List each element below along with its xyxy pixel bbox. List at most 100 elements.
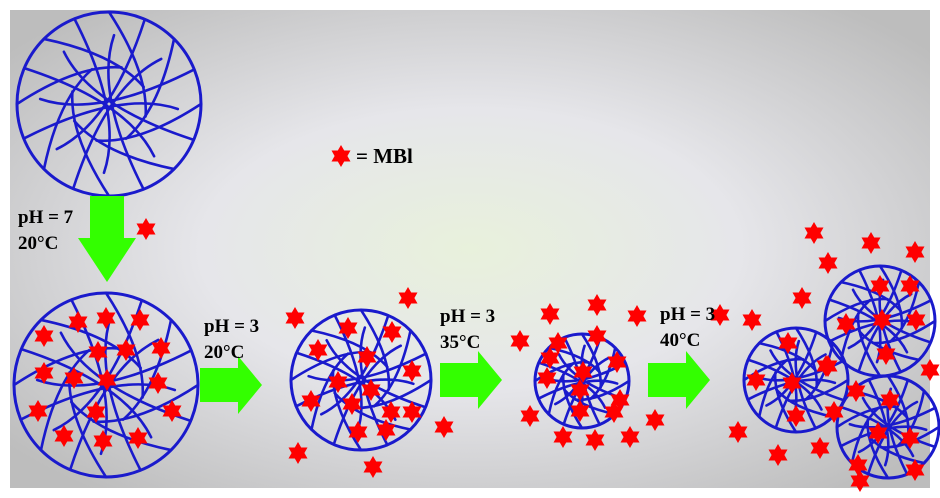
mbl-star-icon: [742, 309, 762, 331]
mbl-star-icon: [870, 275, 890, 297]
mbl-star-icon: [68, 311, 88, 333]
mbl-star-icon: [93, 430, 113, 452]
mbl-star-icon: [604, 401, 624, 423]
step3-ph-label: pH = 3: [440, 306, 496, 327]
mbl-star-icon: [824, 401, 844, 423]
step2-ph-label: pH = 3: [204, 316, 260, 337]
mbl-star-icon: [285, 307, 305, 329]
mbl-star-icon: [34, 362, 54, 384]
step4-ph-label: pH = 3: [660, 304, 716, 325]
mbl-star-icon: [553, 426, 573, 448]
mbl-star-icon: [537, 367, 557, 389]
mbl-star-icon: [906, 309, 926, 331]
mbl-star-icon: [880, 389, 900, 411]
mbl-star-icon: [920, 359, 940, 381]
mbl-star-icon: [88, 341, 108, 363]
mbl-star-icon: [136, 218, 156, 240]
mbl-star-icon: [905, 459, 925, 481]
mbl-star-icon: [782, 372, 802, 394]
mbl-star-icon: [130, 309, 150, 331]
mbl-star-icon: [86, 401, 106, 423]
mbl-star-icon: [620, 426, 640, 448]
mbl-star-icon: [520, 405, 540, 427]
mbl-star-icon: [836, 313, 856, 335]
mbl-star-icon: [868, 422, 888, 444]
mbl-star-icon: [338, 317, 358, 339]
mbl-star-icon: [570, 400, 590, 422]
mbl-star-icon: [587, 325, 607, 347]
mbl-star-icon: [872, 309, 892, 331]
mbl-star-icon: [116, 339, 136, 361]
mbl-star-icon: [382, 321, 402, 343]
mbl-star-icon: [861, 232, 881, 254]
mbl-star-icon: [804, 222, 824, 244]
mbl-star-icon: [434, 416, 454, 438]
mbl-star-icon: [570, 379, 590, 401]
mbl-star-icon: [363, 456, 383, 478]
mbl-star-icon: [850, 470, 870, 492]
mbl-star-icon: [128, 427, 148, 449]
mbl-star-icon: [905, 241, 925, 263]
mbl-star-icon: [792, 287, 812, 309]
mbl-star-icon: [818, 252, 838, 274]
mbl-star-icon: [585, 429, 605, 451]
mbl-star-icon: [151, 337, 171, 359]
mbl-star-icon: [148, 372, 168, 394]
mbl-star-icon: [398, 287, 418, 309]
step2-temp-label: 20°C: [204, 342, 245, 363]
mbl-star-icon: [540, 347, 560, 369]
mbl-star-icon: [348, 421, 368, 443]
mbl-star-icon: [308, 339, 328, 361]
mbl-star-icon: [376, 419, 396, 441]
mbl-star-icon: [645, 409, 665, 431]
mbl-stars: [28, 218, 940, 492]
polymer-particle-ph3-20c: [289, 308, 433, 452]
mbl-star-icon: [361, 379, 381, 401]
mbl-star-icon: [64, 367, 84, 389]
step1-ph-label: pH = 7: [18, 207, 74, 228]
arrow-step1-down: [78, 196, 136, 282]
step4-temp-label: 40°C: [660, 330, 701, 351]
mbl-star-icon: [328, 371, 348, 393]
arrow-step3-right: [440, 351, 502, 409]
mbl-star-icon: [786, 405, 806, 427]
mbl-star-icon: [607, 351, 627, 373]
mbl-star-icon: [876, 343, 896, 365]
mbl-star-icon: [540, 303, 560, 325]
mbl-star-icon: [510, 330, 530, 352]
polymer-particle-initial: [15, 10, 203, 198]
mbl-star-icon: [402, 401, 422, 423]
mbl-star-icon: [746, 369, 766, 391]
mbl-star-icon: [900, 275, 920, 297]
mbl-star-icon: [288, 442, 308, 464]
step3-temp-label: 35°C: [440, 332, 481, 353]
mbl-star-icon: [301, 390, 321, 412]
arrow-step4-right: [648, 351, 710, 409]
mbl-star-icon: [728, 421, 748, 443]
step1-temp-label: 20°C: [18, 233, 59, 254]
mbl-star-icon: [778, 332, 798, 354]
arrows: [78, 196, 710, 414]
mbl-star-icon: [54, 425, 74, 447]
mbl-star-icon: [96, 307, 116, 329]
mbl-star-icon: [162, 400, 182, 422]
legend-star-icon: [331, 145, 351, 167]
mbl-star-icon: [768, 444, 788, 466]
polymer-aggregate-particle-3: [835, 374, 940, 480]
mbl-star-icon: [848, 454, 868, 476]
mbl-star-icon: [627, 305, 647, 327]
mbl-star-icon: [381, 401, 401, 423]
background: [10, 10, 930, 488]
mbl-star-icon: [587, 294, 607, 316]
mbl-star-icon: [573, 361, 593, 383]
mbl-star-icon: [810, 437, 830, 459]
mbl-star-icon: [357, 346, 377, 368]
mbl-star-icon: [402, 360, 422, 382]
mbl-star-icon: [97, 369, 117, 391]
legend-label: = MBl: [356, 144, 413, 168]
mbl-star-icon: [846, 380, 866, 402]
mbl-star-icon: [28, 400, 48, 422]
mbl-star-icon: [34, 325, 54, 347]
arrow-step2-right: [200, 356, 262, 414]
mbl-star-icon: [548, 332, 568, 354]
